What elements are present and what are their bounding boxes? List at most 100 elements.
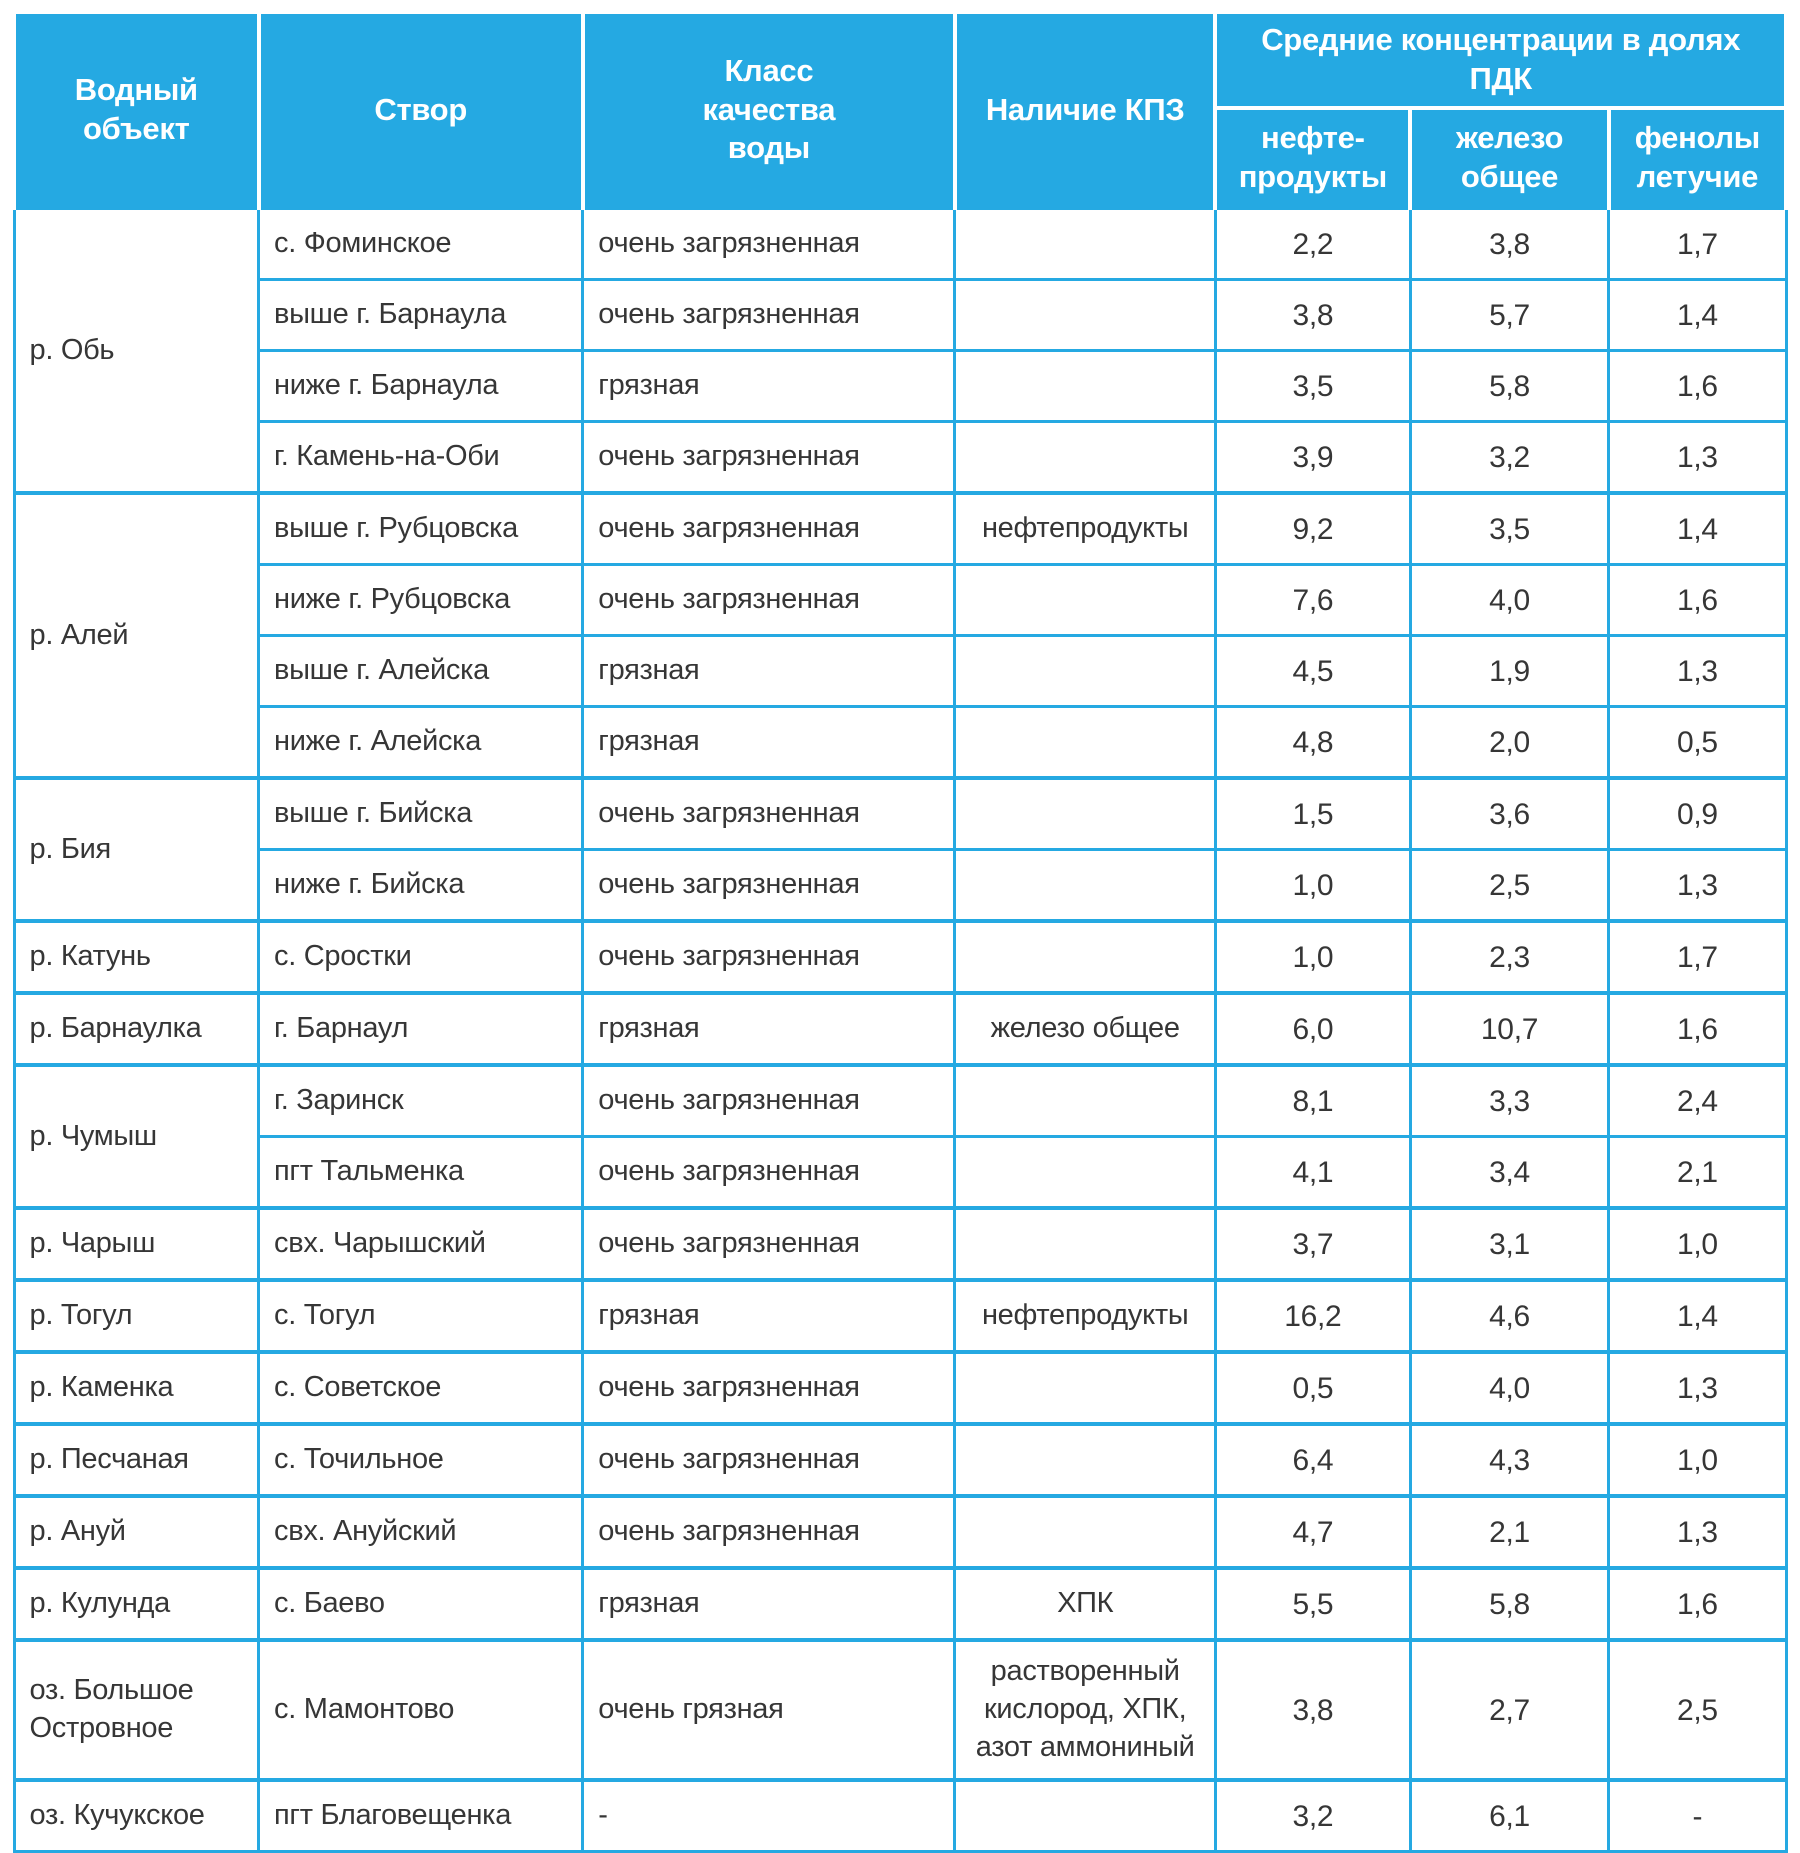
oil-products-value: 1,0	[1213, 919, 1412, 995]
section-cell: г. Заринск	[257, 1063, 585, 1138]
phenols-value: 2,1	[1607, 1135, 1788, 1210]
phenols-value: 1,4	[1607, 491, 1788, 566]
iron-total-value: 4,0	[1408, 563, 1611, 637]
quality-class-cell: очень загрязненная	[581, 776, 957, 851]
phenols-value: 1,3	[1607, 848, 1788, 923]
iron-total-value: 3,8	[1408, 206, 1611, 281]
kpz-cell: ХПК	[953, 1566, 1217, 1642]
oil-products-value: 3,5	[1213, 349, 1412, 423]
table-row: р. Чумыш г. Заринск очень загрязненная 8,1 3…	[12, 1063, 1788, 1210]
kpz-cell	[953, 848, 1217, 923]
phenols-value: 1,4	[1607, 1278, 1788, 1354]
table-row: р. Кулунда с. Баево грязная ХПК 5,5 5,8 1,6	[12, 1566, 1788, 1642]
section-cell: г. Камень-на-Оби	[257, 420, 585, 495]
kpz-cell	[953, 1350, 1217, 1426]
phenols-value: 0,5	[1607, 705, 1788, 780]
table-row: г. Камень-на-Оби очень загрязненная 3,9 3,2…	[14, 420, 1788, 495]
water-object-cell: р. Обь	[12, 206, 261, 495]
phenols-value: 1,6	[1607, 991, 1788, 1067]
header-row-sub: нефте- продукты железо общее фенолы лету…	[14, 106, 1789, 208]
quality-class-cell: грязная	[581, 991, 957, 1067]
phenols-value: 1,3	[1607, 634, 1788, 708]
section-cell: выше г. Алейска	[257, 634, 585, 708]
kpz-cell	[953, 1063, 1217, 1138]
phenols-value: 1,6	[1607, 563, 1788, 637]
kpz-cell: железо общее	[953, 991, 1217, 1067]
phenols-value: 1,6	[1607, 349, 1788, 423]
section-cell: свх. Чарышский	[257, 1206, 585, 1282]
table-header: Водный объект Створ Класс качества воды …	[12, 10, 1789, 208]
header-water-object: Водный объект	[12, 10, 261, 208]
iron-total-value: 2,3	[1408, 919, 1611, 995]
water-object-cell: р. Чарыш	[12, 1206, 261, 1282]
oil-products-value: 4,5	[1213, 634, 1412, 708]
water-object-cell: р. Песчаная	[12, 1422, 261, 1498]
quality-class-cell: очень загрязненная	[581, 848, 957, 923]
section-cell: выше г. Рубцовска	[257, 491, 585, 566]
quality-class-cell: грязная	[581, 349, 957, 423]
phenols-value: 1,4	[1607, 278, 1788, 352]
table-row: выше г. Алейска грязная 4,5 1,9 1,3	[14, 634, 1788, 708]
water-object-cell: р. Бия	[12, 776, 261, 923]
quality-class-cell: очень загрязненная	[581, 1494, 957, 1570]
table-row: ниже г. Алейска грязная 4,8 2,0 0,5	[14, 705, 1788, 780]
table-row: пгт Тальменка очень загрязненная 4,1 3,4 2,1	[14, 1135, 1788, 1210]
section-cell: г. Барнаул	[257, 991, 585, 1067]
oil-products-value: 3,2	[1213, 1778, 1412, 1853]
oil-products-value: 5,5	[1213, 1566, 1412, 1642]
water-object-cell: оз. Большое Островное	[12, 1638, 261, 1782]
section-cell: с. Советское	[257, 1350, 585, 1426]
table-row: р. Чарыш свх. Чарышский очень загрязненная…	[12, 1206, 1788, 1282]
kpz-cell	[953, 634, 1217, 708]
iron-total-value: 5,8	[1408, 349, 1611, 423]
quality-class-cell: грязная	[581, 1566, 957, 1642]
table-row: выше г. Барнаула очень загрязненная 3,8 5,7…	[14, 278, 1788, 352]
table-row: ниже г. Бийска очень загрязненная 1,0 2,5 1,…	[14, 848, 1788, 923]
section-cell: с. Баево	[257, 1566, 585, 1642]
kpz-cell	[953, 776, 1217, 851]
table-body: р. Обь с. Фоминское очень загрязненная 2,2 3…	[12, 206, 1788, 1853]
iron-total-value: 3,2	[1408, 420, 1611, 495]
section-cell: пгт Благовещенка	[257, 1778, 585, 1853]
table-row: р. Барнаулка г. Барнаул грязная железо обще…	[12, 991, 1788, 1067]
section-cell: с. Тогул	[257, 1278, 585, 1354]
iron-total-value: 3,6	[1408, 776, 1611, 851]
iron-total-value: 2,0	[1408, 705, 1611, 780]
water-object-cell: р. Катунь	[12, 919, 261, 995]
iron-total-value: 6,1	[1408, 1778, 1611, 1853]
quality-class-cell: -	[581, 1778, 957, 1853]
water-object-cell: р. Каменка	[12, 1350, 261, 1426]
iron-total-value: 2,7	[1408, 1638, 1611, 1782]
oil-products-value: 7,6	[1213, 563, 1412, 637]
kpz-cell	[953, 420, 1217, 495]
header-oil-products: нефте- продукты	[1213, 106, 1413, 208]
oil-products-value: 6,0	[1213, 991, 1412, 1067]
kpz-cell	[953, 1206, 1217, 1282]
phenols-value: -	[1607, 1778, 1788, 1853]
water-object-cell: р. Ануй	[12, 1494, 261, 1570]
iron-total-value: 3,1	[1408, 1206, 1611, 1282]
phenols-value: 2,5	[1607, 1638, 1788, 1782]
table-row: ниже г. Рубцовска очень загрязненная 7,6 4,…	[14, 563, 1788, 637]
iron-total-value: 3,5	[1408, 491, 1611, 566]
header-iron-total: железо общее	[1408, 106, 1611, 208]
kpz-cell	[953, 1778, 1217, 1853]
phenols-value: 1,0	[1607, 1422, 1788, 1498]
quality-class-cell: грязная	[581, 1278, 957, 1354]
phenols-value: 1,6	[1607, 1566, 1788, 1642]
oil-products-value: 4,8	[1213, 705, 1412, 780]
quality-class-cell: очень загрязненная	[581, 1422, 957, 1498]
phenols-value: 1,3	[1607, 1494, 1788, 1570]
oil-products-value: 2,2	[1213, 206, 1412, 281]
oil-products-value: 3,9	[1213, 420, 1412, 495]
phenols-value: 1,7	[1607, 919, 1788, 995]
iron-total-value: 2,1	[1408, 1494, 1611, 1570]
iron-total-value: 4,0	[1408, 1350, 1611, 1426]
quality-class-cell: очень загрязненная	[581, 563, 957, 637]
iron-total-value: 1,9	[1408, 634, 1611, 708]
iron-total-value: 3,3	[1408, 1063, 1611, 1138]
phenols-value: 1,0	[1607, 1206, 1788, 1282]
oil-products-value: 3,7	[1213, 1206, 1412, 1282]
table-row: р. Песчаная с. Точильное очень загрязненна…	[12, 1422, 1788, 1498]
section-cell: с. Мамонтово	[257, 1638, 585, 1782]
